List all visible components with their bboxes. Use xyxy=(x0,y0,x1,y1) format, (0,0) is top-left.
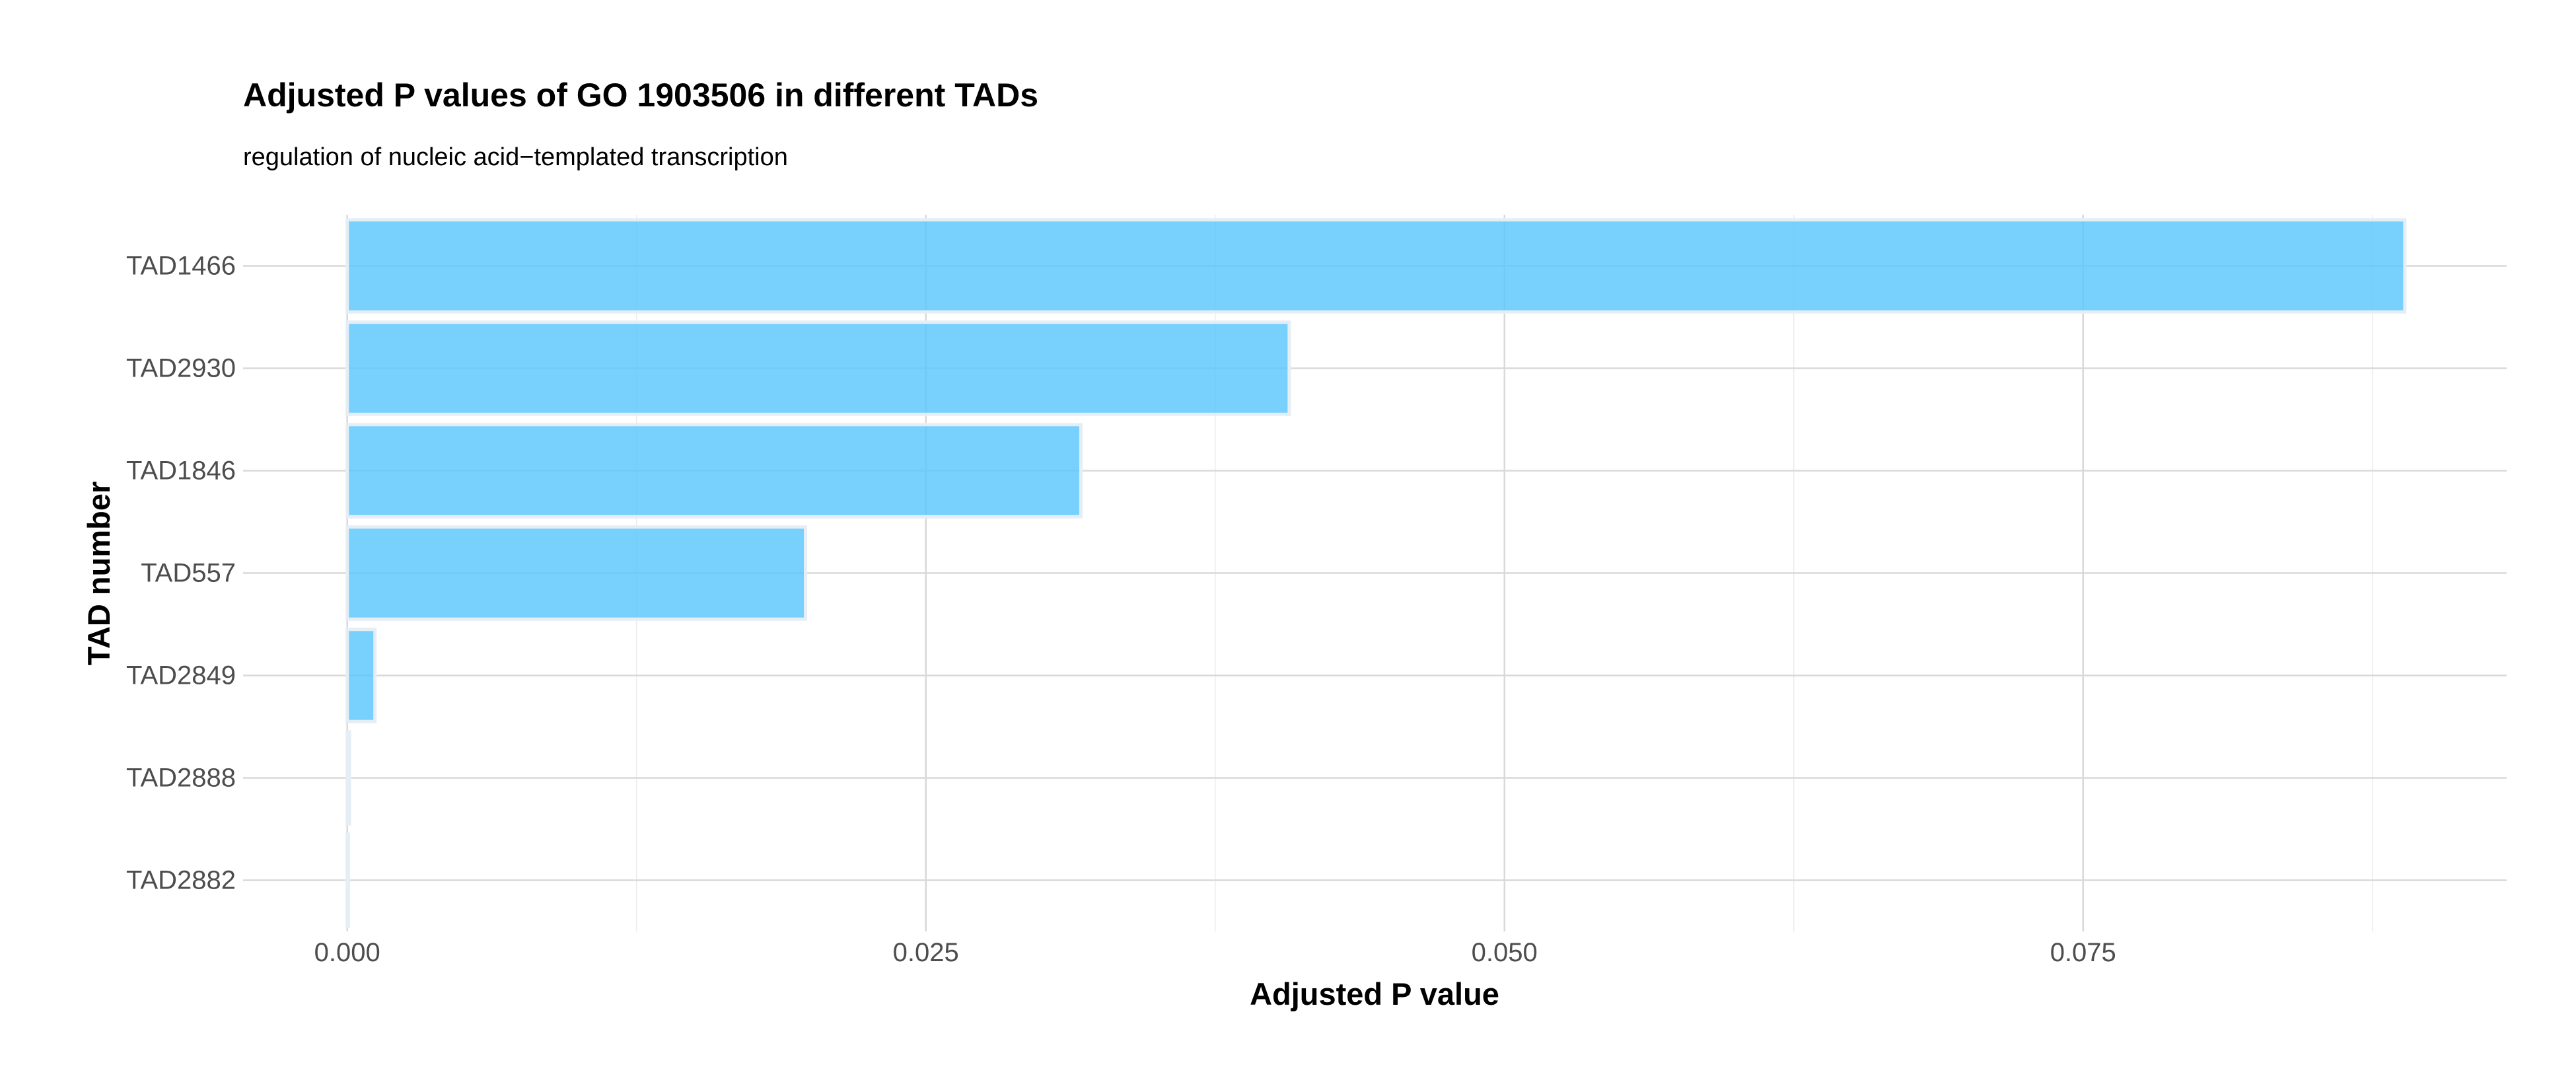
bar-tad2930 xyxy=(345,320,1291,416)
bar-tad2882 xyxy=(345,832,350,928)
bar-tad2849 xyxy=(345,628,377,723)
y-axis-title: TAD number xyxy=(81,482,116,666)
bar-tad2888 xyxy=(345,730,351,826)
y-tick-label: TAD557 xyxy=(141,559,236,588)
y-tick-label: TAD2849 xyxy=(126,661,236,690)
x-tick-label: 0.075 xyxy=(2050,938,2116,967)
x-tick-label: 0.025 xyxy=(893,938,959,967)
bars xyxy=(345,218,2407,928)
y-tick-label: TAD1466 xyxy=(126,252,236,281)
y-tick-label: TAD2888 xyxy=(126,764,236,793)
chart-title: Adjusted P values of GO 1903506 in diffe… xyxy=(243,77,1038,114)
x-axis-ticks: 0.000 0.025 0.050 0.075 xyxy=(314,938,2116,967)
y-axis-ticks: TAD1466 TAD2930 TAD1846 TAD557 TAD2849 TAD288… xyxy=(126,252,236,895)
chart-subtitle: regulation of nucleic acid−templated tra… xyxy=(243,143,788,171)
bar-tad1846 xyxy=(345,423,1083,519)
y-tick-label: TAD2882 xyxy=(126,866,236,895)
x-axis-title: Adjusted P value xyxy=(1250,976,1499,1011)
y-tick-label: TAD2930 xyxy=(126,354,236,383)
y-tick-label: TAD1846 xyxy=(126,456,236,486)
bar-tad557 xyxy=(345,525,807,621)
x-tick-label: 0.050 xyxy=(1472,938,1538,967)
x-tick-label: 0.000 xyxy=(314,938,380,967)
bar-tad1466 xyxy=(345,218,2407,314)
